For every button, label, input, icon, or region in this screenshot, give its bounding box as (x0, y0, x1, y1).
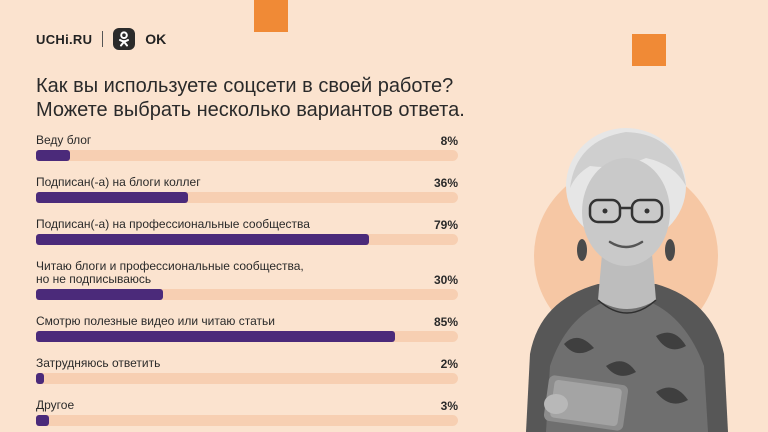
logo-divider (102, 31, 104, 47)
bar (36, 415, 49, 426)
bar-label: Затрудняюсь ответить (36, 356, 161, 370)
bar-value-label: 30% (433, 273, 458, 287)
chart-title-line-2: Можете выбрать несколько вариантов ответ… (36, 99, 465, 121)
decorative-square-top (254, 0, 288, 32)
bar (36, 289, 163, 300)
ok-logo-text: OK (145, 31, 167, 47)
bar-track (36, 415, 458, 426)
bar-track (36, 373, 458, 384)
bar-label: Читаю блоги и профессиональные сообществ… (36, 259, 304, 286)
logo-row: UCHi.RU OK (36, 28, 166, 50)
bar (36, 331, 395, 342)
decorative-square-right (632, 34, 666, 66)
bar (36, 192, 188, 203)
ok-logo-icon (113, 28, 136, 50)
bar-track (36, 150, 458, 161)
bar-label: Другое (36, 398, 75, 412)
bar-value-label: 36% (433, 176, 458, 190)
bar-value-label: 3% (440, 399, 458, 413)
chart-title-line-1: Как вы используете соцсети в своей работ… (36, 75, 454, 97)
chart-title: Как вы используете соцсети в своей работ… (36, 74, 556, 122)
bar-label: Подписан(-а) на профессиональные сообщес… (36, 217, 310, 231)
bar-label: Смотрю полезные видео или читаю статьи (36, 314, 275, 328)
bar-value-label: 85% (433, 315, 458, 329)
bar-track (36, 289, 458, 300)
bar-label: Подписан(-а) на блоги коллег (36, 175, 201, 189)
bar (36, 373, 45, 384)
bar-value-label: 79% (433, 218, 458, 232)
uchi-logo: UCHi.RU (36, 31, 93, 47)
bar-track (36, 331, 458, 342)
respondent-photo (526, 128, 728, 432)
bar-label: Веду блог (36, 133, 92, 147)
bar (36, 234, 370, 245)
bar-track (36, 234, 458, 245)
bar-value-label: 2% (440, 357, 458, 371)
bar (36, 150, 70, 161)
bar-track (36, 192, 458, 203)
bar-value-label: 8% (440, 134, 458, 148)
